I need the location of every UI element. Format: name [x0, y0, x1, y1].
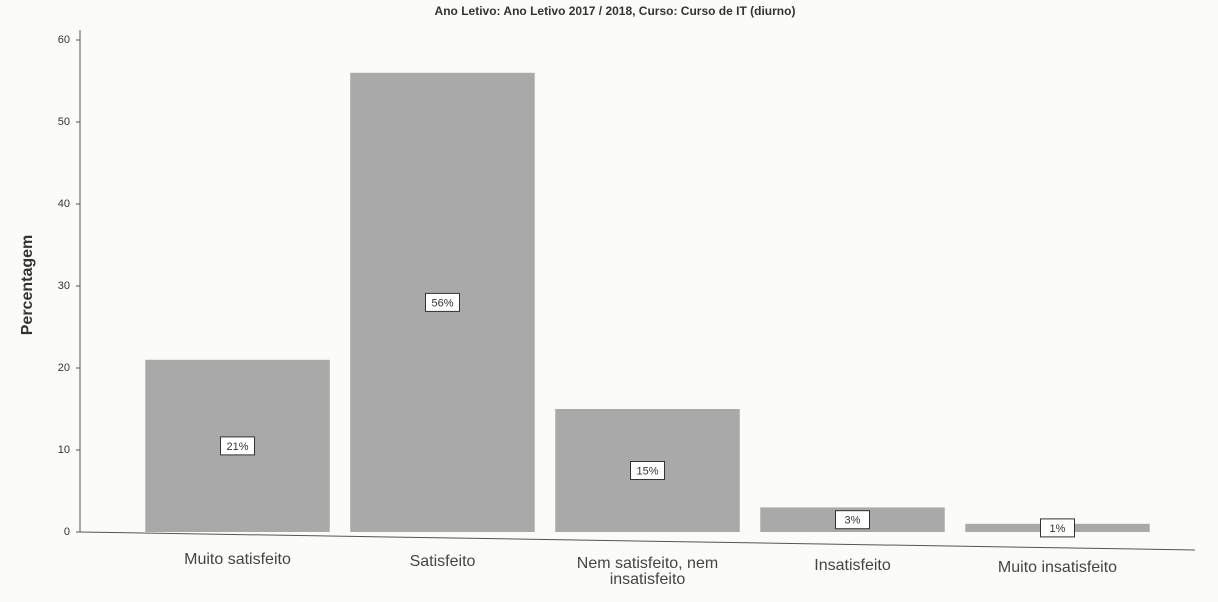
y-tick-label: 40 [58, 198, 70, 210]
value-label-box [1040, 518, 1075, 538]
y-axis-label: Percentagem [19, 235, 36, 336]
y-tick-label: 60 [58, 34, 70, 46]
x-axis [79, 531, 1196, 551]
x-tick-label: Insatisfeito [814, 557, 891, 574]
value-label: 3% [845, 515, 861, 527]
x-tick-label: Nem satisfeito, nem insatisfeito [576, 555, 719, 588]
y-tick-label: 10 [58, 444, 70, 456]
x-tick-label: Muito satisfeito [184, 551, 291, 568]
value-label: 56% [431, 297, 453, 309]
value-label: 1% [1050, 523, 1066, 535]
chart-title: Ano Letivo: Ano Letivo 2017 / 2018, Curs… [435, 4, 796, 18]
value-label: 15% [636, 465, 658, 477]
value-label: 21% [226, 441, 248, 453]
y-tick-label: 20 [58, 362, 70, 374]
value-label-box [835, 510, 870, 530]
x-tick-label: Satisfeito [409, 553, 476, 570]
value-label-box [630, 461, 665, 480]
y-tick-label: 50 [58, 116, 70, 128]
value-label-box [425, 292, 460, 312]
value-label-box [220, 436, 255, 456]
x-tick-label: Muito insatisfeito [997, 559, 1118, 576]
y-tick-label: 30 [58, 280, 70, 292]
y-tick-label: 0 [64, 526, 70, 538]
